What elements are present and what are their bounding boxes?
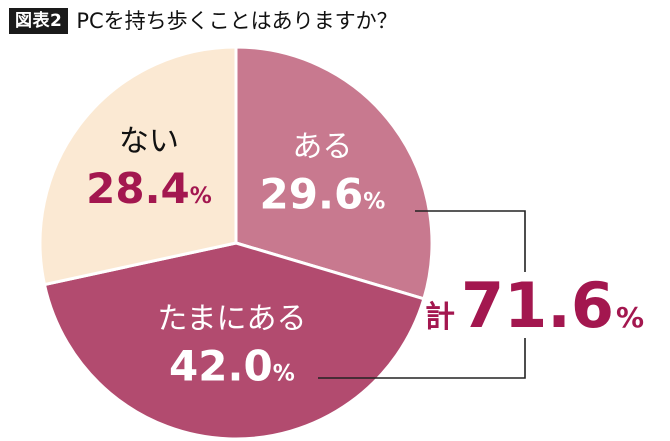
bracket-line-bottom <box>318 338 526 379</box>
pie-labels: ある 29.6% たまにある 42.0% ない 28.4% <box>86 124 385 391</box>
total-label: 計71.6% <box>425 269 644 342</box>
total-value: 71.6 <box>461 269 614 342</box>
bracket-line-top <box>415 210 526 272</box>
slice-name-label: ない <box>119 124 179 159</box>
slice-value-unit: % <box>363 190 385 215</box>
pie-slices <box>38 45 434 441</box>
slice-value-unit: % <box>273 362 295 387</box>
pie-slice <box>38 45 238 287</box>
pie-slice <box>42 241 426 441</box>
slice-value-number: 28.4 <box>86 164 190 213</box>
total-annotation: 計71.6% <box>425 269 644 342</box>
slice-name-label: たまにある <box>157 302 306 337</box>
slice-value-label: 28.4% <box>86 164 212 213</box>
slice-name-label: ある <box>292 130 352 165</box>
chart-title: PCを持ち歩くことはありますか？ <box>76 9 398 33</box>
total-bracket <box>318 210 526 379</box>
slice-value-label: 42.0% <box>169 342 295 391</box>
slice-value-number: 29.6 <box>260 170 364 219</box>
slice-value-unit: % <box>190 184 212 209</box>
figure-badge: 図表2 <box>9 8 69 34</box>
total-prefix: 計 <box>425 300 455 335</box>
slice-value-number: 42.0 <box>169 342 273 391</box>
chart-header: 図表2 PCを持ち歩くことはありますか？ <box>9 7 398 35</box>
pie-slice <box>234 45 434 301</box>
slice-value-label: 29.6% <box>260 170 386 219</box>
total-unit: % <box>616 301 644 334</box>
